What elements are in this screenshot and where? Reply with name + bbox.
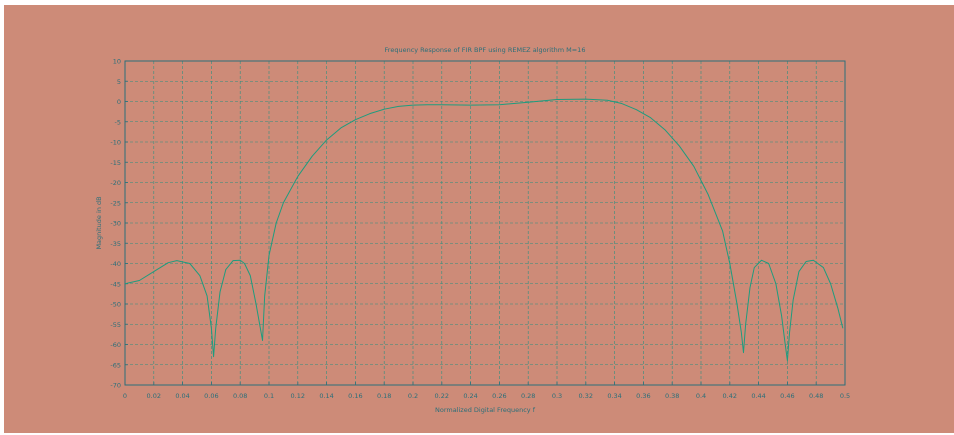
frequency-response-line bbox=[124, 98, 844, 362]
x-tick-label: 0.2 bbox=[408, 392, 418, 400]
x-tick-label: 0.12 bbox=[291, 392, 305, 400]
y-tick-label: -30 bbox=[110, 220, 121, 228]
x-tick-label: 0.14 bbox=[319, 392, 333, 400]
x-tick-label: 0.38 bbox=[665, 392, 679, 400]
x-tick-label: 0.5 bbox=[840, 392, 850, 400]
x-tick-label: 0.46 bbox=[780, 392, 794, 400]
chart: Frequency Response of FIR BPF using REME… bbox=[95, 46, 850, 414]
figure-window: Frequency Response of FIR BPF using REME… bbox=[4, 5, 954, 433]
x-tick-label: 0.04 bbox=[175, 392, 189, 400]
chart-title: Frequency Response of FIR BPF using REME… bbox=[385, 46, 586, 54]
y-tick-label: 10 bbox=[113, 58, 121, 66]
x-tick-label: 0.24 bbox=[463, 392, 477, 400]
y-tick-label: -60 bbox=[110, 341, 121, 349]
x-tick-label: 0 bbox=[123, 392, 127, 400]
x-axis-title: Normalized Digital Frequency f bbox=[435, 406, 536, 414]
y-axis-title: Magnitude in dB bbox=[95, 196, 103, 249]
grid bbox=[125, 61, 845, 385]
y-tick-label: -45 bbox=[110, 280, 121, 288]
x-tick-label: 0.22 bbox=[435, 392, 449, 400]
x-tick-label: 0.26 bbox=[492, 392, 506, 400]
x-tick-label: 0.02 bbox=[147, 392, 161, 400]
y-tick-label: -40 bbox=[110, 260, 121, 268]
x-tick-label: 0.18 bbox=[377, 392, 391, 400]
x-tick-label: 0.44 bbox=[751, 392, 765, 400]
y-tick-label: -65 bbox=[110, 361, 121, 369]
x-tick-label: 0.32 bbox=[579, 392, 593, 400]
x-tick-label: 0.1 bbox=[264, 392, 274, 400]
y-tick-label: 5 bbox=[117, 78, 121, 86]
tick-labels: 0 0.02 0.04 0.06 0.08 0.1 0.12 0.14 0.16 0.18 0.2 0… bbox=[110, 58, 850, 401]
x-tick-label: 0.42 bbox=[723, 392, 737, 400]
x-tick-label: 0.34 bbox=[607, 392, 621, 400]
x-tick-label: 0.4 bbox=[696, 392, 706, 400]
x-tick-label: 0.16 bbox=[348, 392, 362, 400]
y-tick-label: -50 bbox=[110, 301, 121, 309]
y-tick-label: -70 bbox=[110, 382, 121, 390]
x-tick-label: 0.06 bbox=[204, 392, 218, 400]
x-tick-label: 0.08 bbox=[233, 392, 247, 400]
series-layer bbox=[124, 98, 844, 362]
x-tick-label: 0.3 bbox=[552, 392, 562, 400]
y-tick-label: -15 bbox=[110, 159, 121, 167]
y-tick-label: -25 bbox=[110, 199, 121, 207]
y-tick-label: -20 bbox=[110, 179, 121, 187]
x-tick-label: 0.36 bbox=[636, 392, 650, 400]
x-tick-label: 0.48 bbox=[809, 392, 823, 400]
y-tick-label: -10 bbox=[110, 139, 121, 147]
y-tick-label: -55 bbox=[110, 321, 121, 329]
y-tick-label: 0 bbox=[117, 98, 121, 106]
x-tick-label: 0.28 bbox=[521, 392, 535, 400]
y-tick-label: -5 bbox=[115, 118, 121, 126]
y-tick-label: -35 bbox=[110, 240, 121, 248]
